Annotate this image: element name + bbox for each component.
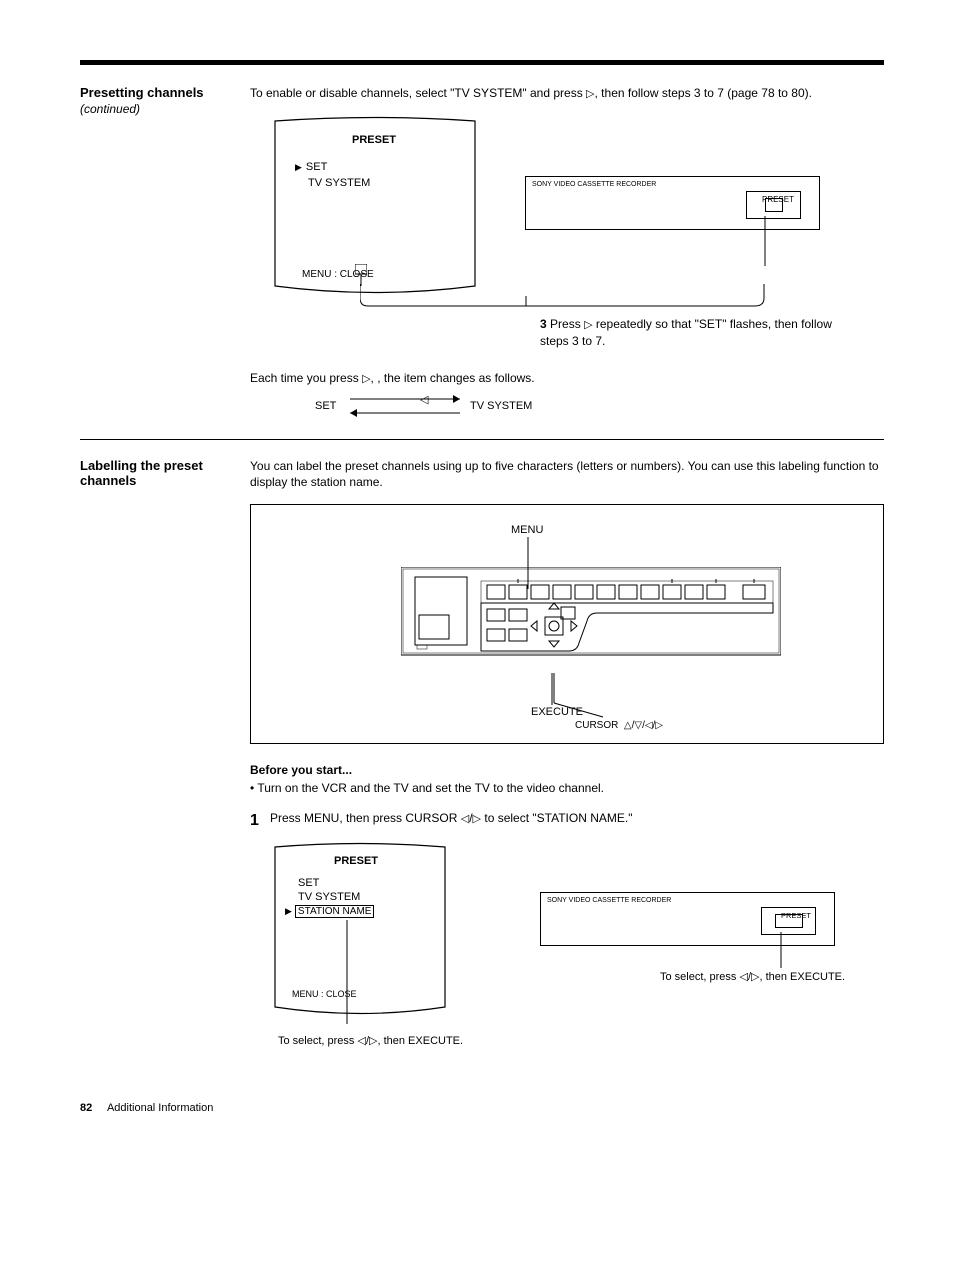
before-head: Before you start... [250,762,884,778]
right-arrow-icon: ▷ [473,812,481,827]
diagram-station-name: PRESET SET TV SYSTEM ▶STATION NAME MENU … [250,842,884,1102]
tv2-caption-b: , then EXECUTE. [377,1035,463,1047]
vcr-display-2: SONY VIDEO CASSETTE RECORDER PRESET [540,892,835,946]
vcr2-brand: SONY VIDEO CASSETTE RECORDER [541,893,834,905]
vcr-display: SONY VIDEO CASSETTE RECORDER PRESET [525,176,820,230]
tv-menu-tvsystem: TV SYSTEM [308,176,370,191]
vcr-front-panel-icon [401,567,781,677]
section1-heading: Presetting channels [80,85,238,100]
section2-para1: You can label the preset channels using … [250,458,884,490]
step1-num: 1 [250,810,270,832]
before-bullet: Turn on the VCR and the TV and set the T… [257,781,604,795]
step1-b: to select "STATION NAME." [484,811,632,825]
page-footer: 82 Additional Information [80,1102,213,1114]
vcr-brand: SONY VIDEO CASSETTE RECORDER [526,177,819,189]
flow-diagram: SET TV SYSTEM ◁ [250,393,884,425]
tv-title: PRESET [352,133,396,148]
vcr2-caption-a: To select, press [660,971,736,983]
vcr2-readout-text: PRESET [781,911,811,921]
tv2-menuclose: MENU : CLOSE [292,988,357,1000]
control-panel-figure: MENU EXECUTE CURSOR △/▽/◁/▷ [250,504,884,744]
left-arrow-icon: ◁ [420,393,428,408]
vcr-tick-line [764,216,766,266]
tv2-caption: To select, press ◁/▷, then EXECUTE. [278,1034,478,1049]
section1-continued: (continued) [80,102,238,116]
section1-intro-b: , then follow steps 3 to 7 (page 78 to 8… [595,86,812,100]
section2-heading: Labelling the preset channels [80,458,238,488]
right-arrow-icon: ▷ [584,318,592,333]
right-arrow-icon: ▷ [362,372,370,387]
triangle-right-icon: ▶ [295,162,302,172]
step3-num: 3 [540,317,547,331]
tv2-caption-a: To select, press [278,1035,354,1047]
flow-tvsystem: TV SYSTEM [470,399,532,414]
left-arrow-icon: ◁ [357,1034,365,1049]
cursor-pointer [553,673,613,719]
step1: 1 Press MENU, then press CURSOR ◁/▷ to s… [250,810,884,832]
tv2-set: SET [298,876,319,891]
vcr2-caption: To select, press ◁/▷, then EXECUTE. [660,970,860,985]
tv2-title: PRESET [334,854,378,869]
vcr2-pointer [780,932,782,968]
vcr-readout-text: PRESET [762,195,794,206]
tv2-station: ▶STATION NAME [285,904,374,919]
connector-line [360,284,770,314]
section-divider [80,439,884,440]
page-number: 82 [80,1102,92,1114]
top-rule [80,60,884,65]
before-you-start: Before you start... • Turn on the VCR an… [250,762,884,796]
section1-flowtext: Each time you press ▷, , the item change… [250,370,884,387]
tv2-pointer [346,920,348,1024]
section-labelling: Labelling the preset channels You can la… [80,458,884,1102]
tv2-tvsystem: TV SYSTEM [298,890,360,905]
cursor-label: CURSOR △/▽/◁/▷ [575,719,663,733]
tv-menu-set-label: SET [306,161,327,173]
page-title: Additional Information [107,1102,213,1114]
tv-tick-icon [355,264,367,286]
vcr2-caption-b: , then EXECUTE. [759,971,845,983]
section1-intro: To enable or disable channels, select "T… [250,85,884,102]
flow-set: SET [315,399,336,414]
left-arrow-icon: ◁ [461,812,469,827]
step3-a: Press [550,317,581,331]
left-arrow-icon: ◁ [739,970,747,985]
menu-label: MENU [511,523,543,538]
tv-menu-set: ▶ SET [295,160,327,175]
flow-b: , the item changes as follows. [377,371,534,385]
right-arrow-icon: ▷ [586,87,594,102]
section1-intro-a: To enable or disable channels, select "T… [250,86,583,100]
step3-callout: 3 Press ▷ repeatedly so that "SET" flash… [540,316,840,349]
tv2-station-box: STATION NAME [295,905,375,918]
triangle-right-icon: ▶ [285,906,292,916]
flow-a: Each time you press [250,371,359,385]
step1-a: Press MENU, then press CURSOR [270,811,457,825]
cursor-label-text: CURSOR [575,720,618,731]
diagram-preset-set: PRESET ▶SET TV SYSTEM MENU : CLOSE SONY … [250,116,884,366]
section-presetting: Presetting channels (continued) To enabl… [80,85,884,425]
